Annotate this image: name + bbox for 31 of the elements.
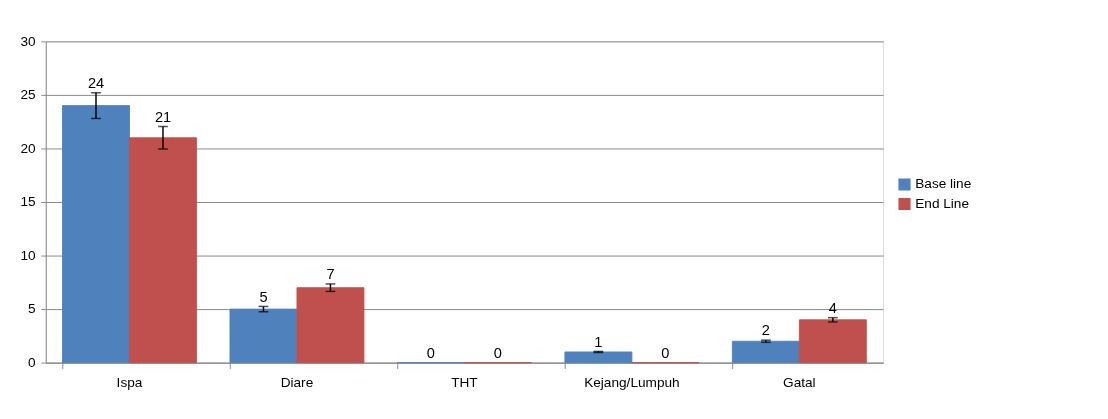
y-tick-label: 5 [27,301,36,317]
bar [564,351,633,364]
data-label: 2 [761,322,770,339]
bar [296,287,365,364]
x-tick-label: Ispa [116,375,143,391]
data-label: 7 [326,266,335,283]
bar [229,308,298,364]
y-tick-label: 25 [20,87,36,103]
x-tick-label: THT [451,375,479,391]
x-tick-label: Gatal [783,375,816,391]
legend-label: End Line [915,195,970,211]
bar [62,105,130,364]
data-label: 4 [828,299,837,316]
x-tick-label: Diare [280,375,314,391]
data-label: 0 [426,344,435,361]
data-label: 21 [154,108,172,125]
data-label: 0 [661,344,670,361]
data-label: 24 [87,74,105,91]
bar [129,137,197,364]
bar [731,340,800,364]
y-tick-label: 30 [20,33,36,49]
legend-label: Base line [915,176,972,192]
data-label: 1 [594,333,603,350]
bar [798,319,867,364]
y-tick-label: 0 [27,355,36,371]
data-label: 5 [259,288,268,305]
x-tick-label: Kejang/Lumpuh [584,375,680,391]
data-label: 0 [493,344,502,361]
y-tick-label: 20 [20,140,36,156]
y-tick-label: 15 [20,194,36,210]
y-tick-label: 10 [20,247,36,263]
